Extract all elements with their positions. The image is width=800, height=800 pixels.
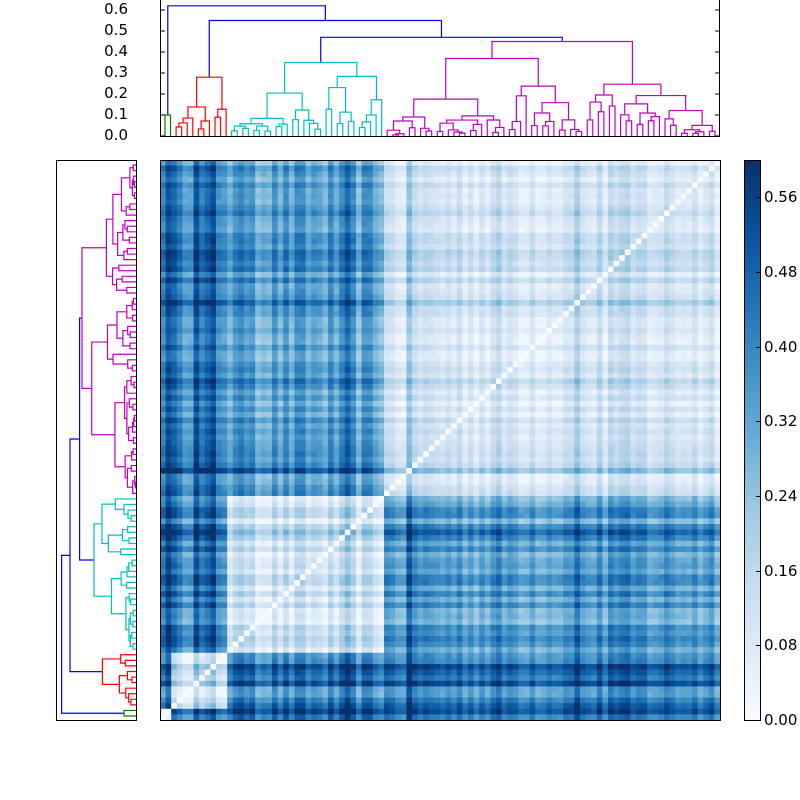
colorbar-tick	[756, 720, 760, 721]
heatmap-matrix	[160, 160, 721, 721]
colorbar-tick	[756, 346, 760, 348]
left-dendrogram	[56, 160, 137, 721]
colorbar-tick-label: 0.32	[764, 412, 798, 431]
colorbar-tick-label: 0.24	[764, 487, 798, 505]
heatmap	[160, 160, 721, 721]
colorbar-tick-label: 0.08	[764, 636, 798, 655]
colorbar-tick	[756, 645, 760, 647]
colorbar-tick	[756, 421, 760, 423]
colorbar-tick-label: 0.00	[764, 711, 798, 729]
top-dendrogram-ytick-label: 0.0	[104, 126, 128, 144]
colorbar-tick	[756, 197, 760, 199]
top-dendrogram-ytick-label: 0.3	[104, 63, 128, 81]
top-dendrogram-plot	[160, 0, 720, 137]
top-dendrogram-ytick-label: 0.4	[104, 42, 128, 60]
top-dendrogram-ytick-label: 0.2	[104, 84, 128, 102]
top-dendrogram-ytick-label: 0.1	[104, 105, 128, 123]
colorbar-tick-label: 0.40	[764, 337, 798, 356]
colorbar	[744, 160, 761, 721]
colorbar-tick-label: 0.48	[764, 263, 798, 281]
top-dendrogram-ytick-label: 0.6	[104, 0, 128, 18]
top-dendrogram	[160, 0, 720, 137]
colorbar-tick	[756, 496, 760, 497]
colorbar-tick-label: 0.16	[764, 561, 798, 580]
left-dendrogram-plot	[56, 160, 137, 721]
top-dendrogram-ytick-label: 0.5	[104, 21, 128, 39]
colorbar-tick-label: 0.56	[764, 188, 798, 207]
colorbar-gradient	[744, 160, 761, 721]
colorbar-tick	[756, 570, 760, 572]
colorbar-tick	[756, 272, 760, 273]
